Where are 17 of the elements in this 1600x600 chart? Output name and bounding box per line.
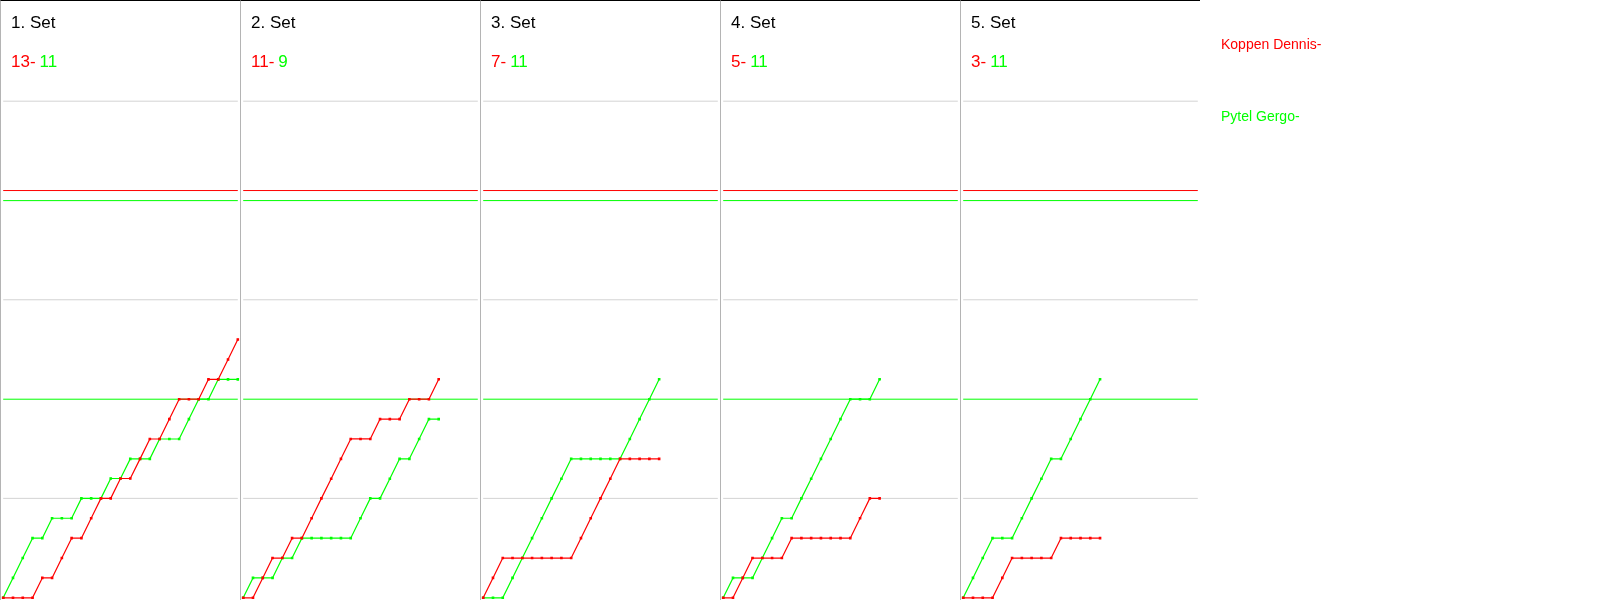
text: Koppen Dennis- xyxy=(1221,36,1322,54)
text: 5- xyxy=(731,52,747,71)
chart-title: 3. Set xyxy=(491,13,536,33)
text: 3- xyxy=(971,52,987,71)
text: 13- xyxy=(11,52,36,71)
chart-title: 2. Set xyxy=(251,13,296,33)
text: 9 xyxy=(278,52,288,71)
chart-title: 1. Set xyxy=(11,13,56,33)
text: 11 xyxy=(990,52,1008,71)
text: 7- xyxy=(491,52,507,71)
chart-title: 5. Set xyxy=(971,13,1016,33)
chart-title: 4. Set xyxy=(731,13,776,33)
text: 11 xyxy=(39,52,58,71)
text: 11- xyxy=(251,52,275,71)
text: Pytel Gergo- xyxy=(1221,108,1301,126)
text: 11 xyxy=(750,52,768,71)
text: 11 xyxy=(510,52,528,71)
